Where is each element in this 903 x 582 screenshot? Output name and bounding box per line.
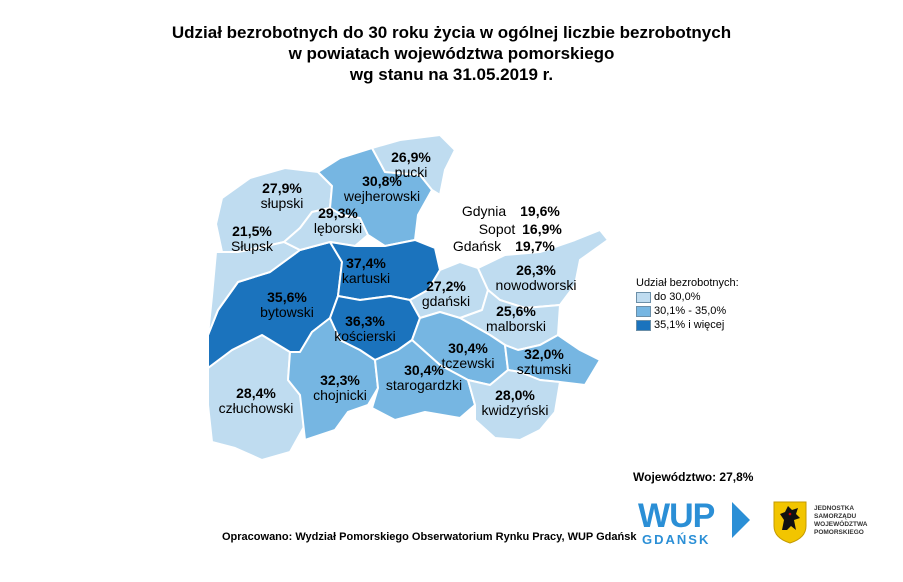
district-value-slupsk: 21,5% (232, 223, 272, 239)
legend-item-high: 35,1% i więcej (636, 318, 739, 332)
title-line-2: w powiatach województwa pomorskiego (288, 44, 615, 63)
district-name-chojnicki: chojnicki (313, 387, 367, 403)
district-value-chojnicki: 32,3% (320, 372, 360, 388)
legend-swatch-high (636, 319, 651, 331)
legend-swatch-low (636, 291, 651, 303)
legend-swatch-medium (636, 305, 651, 317)
district-value-gdanski: 27,2% (426, 278, 466, 294)
city-value-1: 16,9% (522, 221, 562, 237)
district-name-malborski: malborski (486, 318, 546, 334)
map-title: Udział bezrobotnych do 30 roku życia w o… (0, 22, 903, 85)
legend-title: Udział bezrobotnych: (636, 277, 739, 289)
city-value-0: 19,6% (520, 203, 560, 219)
map-legend: Udział bezrobotnych: do 30,0% 30,1% - 35… (636, 276, 739, 332)
district-name-kwidzynski: kwidzyński (482, 402, 549, 418)
district-value-kwidzynski: 28,0% (495, 387, 535, 403)
district-name-gdanski: gdański (422, 293, 470, 309)
district-value-pucki: 26,9% (391, 149, 431, 165)
district-name-wejherowski: wejherowski (343, 188, 420, 204)
legend-label-low: do 30,0% (654, 291, 701, 303)
jst-line-4: POMORSKIEGO (814, 529, 864, 536)
district-value-kartuski: 37,4% (346, 255, 386, 271)
wup-logo-text: WUP (638, 497, 715, 535)
district-value-koscierski: 36,3% (345, 313, 385, 329)
district-name-kartuski: kartuski (342, 270, 390, 286)
district-shape-pucki[interactable] (371, 134, 456, 196)
city-name-2: Gdańsk (453, 238, 502, 254)
district-name-sztumski: sztumski (517, 361, 571, 377)
legend-label-high: 35,1% i więcej (654, 319, 725, 331)
district-name-nowodworski: nowodworski (496, 277, 577, 293)
source-note: Opracowano: Wydział Pomorskiego Obserwat… (222, 531, 637, 543)
district-name-koscierski: kościerski (334, 328, 395, 344)
jst-line-3: WOJEWÓDZTWA (814, 521, 868, 528)
title-line-1: Udział bezrobotnych do 30 roku życia w o… (171, 23, 732, 42)
city-name-0: Gdynia (462, 203, 507, 219)
district-shape-slupsk[interactable] (207, 241, 301, 336)
city-name-1: Sopot (479, 221, 516, 237)
district-value-wejherowski: 30,8% (362, 173, 402, 189)
legend-label-medium: 30,1% - 35,0% (654, 305, 727, 317)
legend-item-low: do 30,0% (636, 290, 739, 304)
wup-logo: WUP GDAŃSK (638, 498, 758, 548)
district-value-leborski: 29,3% (318, 205, 358, 221)
district-value-starogardzki: 30,4% (404, 362, 444, 378)
district-value-nowodworski: 26,3% (516, 262, 556, 278)
district-name-tczewski: tczewski (442, 355, 495, 371)
legend-item-medium: 30,1% - 35,0% (636, 304, 739, 318)
district-name-leborski: lęborski (314, 220, 362, 236)
district-value-bytowski: 35,6% (267, 289, 307, 305)
jst-line-1: JEDNOSTKA (814, 505, 855, 512)
title-line-3: wg stanu na 31.05.2019 r. (349, 65, 554, 84)
district-name-bytowski: bytowski (260, 304, 314, 320)
city-value-2: 19,7% (515, 238, 555, 254)
district-shape-starogardzki[interactable] (371, 339, 476, 421)
district-value-tczewski: 30,4% (448, 340, 488, 356)
district-value-malborski: 25,6% (496, 303, 536, 319)
district-value-sztumski: 32,0% (524, 346, 564, 362)
voivodeship-total: Województwo: 27,8% (633, 470, 754, 484)
jst-line-2: SAMORZĄDU (814, 513, 857, 520)
griffin-crest-icon (773, 501, 807, 544)
wup-arrow-icon (732, 502, 750, 538)
district-value-slupski: 27,9% (262, 180, 302, 196)
district-name-starogardzki: starogardzki (386, 377, 462, 393)
district-shape-kwidzynski[interactable] (467, 369, 561, 441)
district-name-slupsk: Słupsk (231, 238, 274, 254)
wup-logo-city: GDAŃSK (642, 532, 711, 547)
jst-caption: JEDNOSTKA SAMORZĄDU WOJEWÓDZTWA POMORSKI… (814, 505, 867, 537)
district-name-czluchowski: człuchowski (219, 400, 294, 416)
district-value-czluchowski: 28,4% (236, 385, 276, 401)
district-name-pucki: pucki (395, 164, 428, 180)
district-name-slupski: słupski (261, 195, 304, 211)
